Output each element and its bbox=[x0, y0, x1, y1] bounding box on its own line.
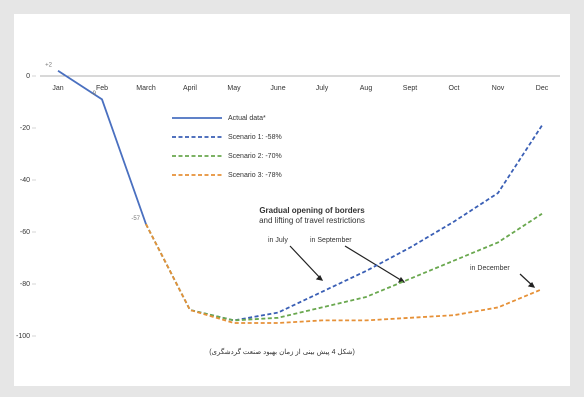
legend-label: Actual data* bbox=[228, 115, 266, 122]
annotation: in December bbox=[470, 265, 510, 272]
x-tick-label: April bbox=[183, 85, 197, 92]
caption: (شکل 4 پیش بینی از زمان بهبود صنعت گردشگ… bbox=[209, 347, 355, 356]
arrows bbox=[289, 245, 536, 288]
annotation: in September bbox=[310, 237, 352, 244]
x-tick-label: Dec bbox=[536, 85, 549, 92]
data-label: -9 bbox=[91, 91, 97, 97]
annotation: in July bbox=[268, 237, 288, 244]
legend-label: Scenario 3: -78% bbox=[228, 172, 282, 179]
y-tick-label: -20 bbox=[20, 125, 30, 132]
x-tick-label: Oct bbox=[449, 85, 460, 92]
legend-label: Scenario 2: -70% bbox=[228, 153, 282, 160]
x-tick-label: May bbox=[227, 85, 241, 92]
series-line bbox=[145, 223, 543, 324]
y-tick-label: -40 bbox=[20, 177, 30, 184]
x-tick-label: Aug bbox=[360, 85, 373, 92]
y-tick-label: -80 bbox=[20, 281, 30, 288]
x-tick-label: Sept bbox=[403, 85, 417, 92]
annotation: Gradual opening of borders bbox=[259, 206, 365, 215]
y-tick-label: -60 bbox=[20, 229, 30, 236]
x-tick-label: June bbox=[270, 85, 285, 92]
data-label: +2 bbox=[45, 62, 53, 68]
x-tick-label: Nov bbox=[492, 85, 505, 92]
series-line bbox=[57, 70, 147, 225]
series-line bbox=[145, 213, 543, 322]
x-tick-label: Feb bbox=[96, 85, 108, 92]
legend-label: Scenario 1: -58% bbox=[228, 134, 282, 141]
y-tick-label: -100 bbox=[16, 333, 30, 340]
annotation: and lifting of travel restrictions bbox=[259, 216, 365, 225]
y-tick-label: 0 bbox=[26, 73, 30, 80]
data-label: -57 bbox=[131, 216, 140, 222]
x-tick-label: Jan bbox=[52, 85, 63, 92]
x-tick-label: March bbox=[136, 85, 156, 92]
x-tick-label: July bbox=[316, 85, 329, 92]
